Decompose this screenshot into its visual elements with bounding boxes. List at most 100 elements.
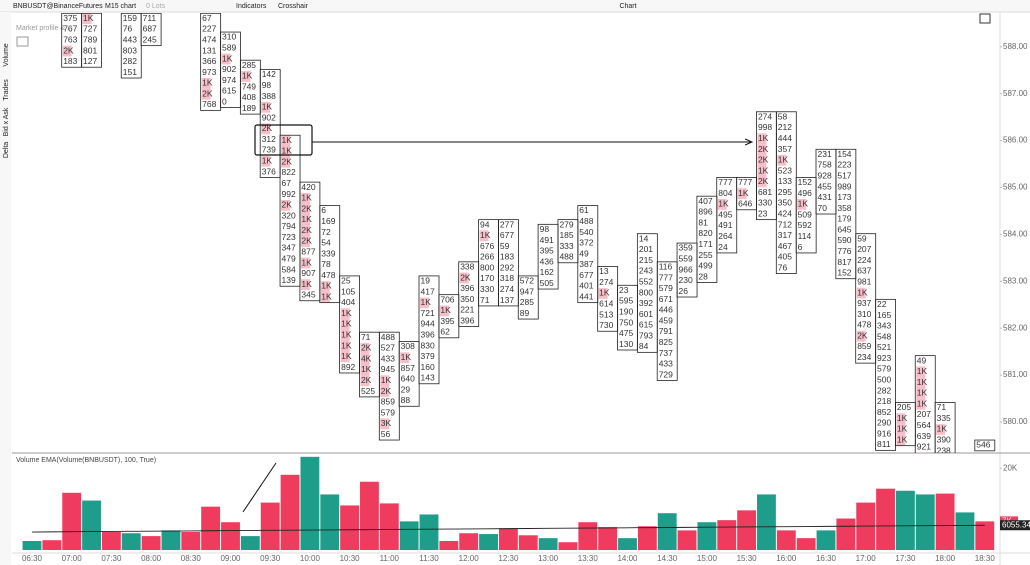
cell-value: 26 xyxy=(679,286,689,296)
cell-value: 212 xyxy=(778,122,792,132)
cell-value: 804 xyxy=(718,188,732,198)
cell-value: 1K xyxy=(83,13,94,23)
cell-highlight xyxy=(380,375,390,387)
cell-value: 822 xyxy=(282,167,296,177)
cell-value: 579 xyxy=(381,407,395,417)
cell-value: 127 xyxy=(83,56,97,66)
indicators-button[interactable]: Indicators xyxy=(236,3,267,10)
cell-value: 640 xyxy=(401,374,415,384)
sidebar-item[interactable]: Trades xyxy=(3,79,10,101)
cell-value: 443 xyxy=(123,35,137,45)
cell-value: 1K xyxy=(857,287,868,297)
cell-value: 223 xyxy=(837,160,851,170)
cell-value: 1K xyxy=(758,165,769,175)
time-tick-label: 06:30 xyxy=(22,554,43,563)
volume-bar xyxy=(598,527,618,550)
cell-value: 2K xyxy=(202,88,213,98)
cell-value: 169 xyxy=(321,216,335,226)
cell-value: 160 xyxy=(421,362,435,372)
cell-value: 58 xyxy=(778,111,788,121)
cell-highlight xyxy=(916,452,926,453)
cell-value: 525 xyxy=(361,386,375,396)
volume-bar xyxy=(915,494,935,550)
cell-highlight xyxy=(62,45,72,57)
cell-value: 579 xyxy=(659,283,673,293)
cell-value: 264 xyxy=(718,231,732,241)
cell-value: 1K xyxy=(738,188,749,198)
cell-value: 595 xyxy=(619,296,633,306)
volume-bar xyxy=(776,530,796,550)
cluster-box xyxy=(259,69,281,178)
cell-value: 615 xyxy=(222,86,236,96)
cell-value: 2K xyxy=(282,156,293,166)
sidebar-item[interactable]: Bid x Ask xyxy=(3,107,10,136)
cell-value: 2K xyxy=(460,272,471,282)
cell-value: 803 xyxy=(123,45,137,55)
cell-value: 1K xyxy=(301,214,312,224)
cell-value: 820 xyxy=(698,228,712,238)
cell-value: 218 xyxy=(877,396,891,406)
cell-highlight xyxy=(380,418,390,430)
collapse-button[interactable] xyxy=(16,36,29,47)
sidebar-item[interactable]: Volume xyxy=(3,43,10,66)
cell-highlight xyxy=(757,165,767,177)
cell-highlight xyxy=(201,88,211,100)
cell-value: 395 xyxy=(440,316,454,326)
volume-bar xyxy=(895,490,915,550)
cell-highlight xyxy=(757,154,767,166)
cell-value: 1K xyxy=(798,199,809,209)
time-tick-label: 11:00 xyxy=(380,554,400,563)
cluster-box xyxy=(934,402,956,453)
cell-value: 227 xyxy=(202,24,216,34)
cluster-box xyxy=(795,177,817,254)
cell-value: 981 xyxy=(857,276,871,286)
volume-bar xyxy=(260,502,280,550)
cell-value: 266 xyxy=(480,252,494,262)
time-tick-label: 12:30 xyxy=(498,554,519,563)
cell-value: 379 xyxy=(421,351,435,361)
cell-value: 729 xyxy=(659,369,673,379)
cell-value: 308 xyxy=(401,341,415,351)
cell-value: 359 xyxy=(679,243,693,253)
cell-value: 500 xyxy=(877,375,891,385)
cell-value: 317 xyxy=(778,230,792,240)
cell-value: 1K xyxy=(718,199,729,209)
symbol[interactable]: BNBUSDT@BinanceFutures xyxy=(13,3,103,10)
cell-value: 475 xyxy=(619,328,633,338)
cell-highlight xyxy=(737,188,747,200)
cell-value: 441 xyxy=(579,291,593,301)
volume-bar xyxy=(42,540,62,550)
volume-bar xyxy=(82,500,101,550)
cell-value: 76 xyxy=(778,262,788,272)
crosshair-button[interactable]: Crosshair xyxy=(278,3,309,10)
cell-value: 723 xyxy=(282,232,296,242)
interval[interactable]: M15 chart xyxy=(105,3,136,10)
cell-value: 221 xyxy=(460,305,474,315)
cell-highlight xyxy=(261,155,271,167)
cell-highlight xyxy=(896,434,906,446)
cell-highlight xyxy=(241,70,251,82)
price-tick-label: 585.00 xyxy=(1003,183,1028,192)
cell-value: 677 xyxy=(579,270,593,280)
cell-value: 1K xyxy=(917,388,928,398)
cell-value: 2K xyxy=(262,123,273,133)
cell-value: 165 xyxy=(877,310,891,320)
time-tick-label: 13:00 xyxy=(538,554,559,563)
cell-highlight xyxy=(300,203,310,215)
cell-value: 1K xyxy=(917,452,928,462)
scroll-button[interactable] xyxy=(979,13,991,24)
cell-value: 1K xyxy=(758,133,769,143)
cell-value: 312 xyxy=(262,134,276,144)
cell-value: 179 xyxy=(837,214,851,224)
cell-value: 1K xyxy=(917,366,928,376)
cell-value: 279 xyxy=(559,219,573,229)
cell-value: 444 xyxy=(778,133,792,143)
cell-value: 730 xyxy=(599,320,613,330)
cell-value: 1K xyxy=(937,424,948,434)
lots[interactable]: 0 Lots xyxy=(146,3,166,10)
cell-value: 789 xyxy=(83,35,97,45)
sidebar-item[interactable]: Delta xyxy=(3,142,10,158)
cell-value: 592 xyxy=(798,220,812,230)
cell-value: 478 xyxy=(857,320,871,330)
time-tick-label: 15:00 xyxy=(697,554,718,563)
